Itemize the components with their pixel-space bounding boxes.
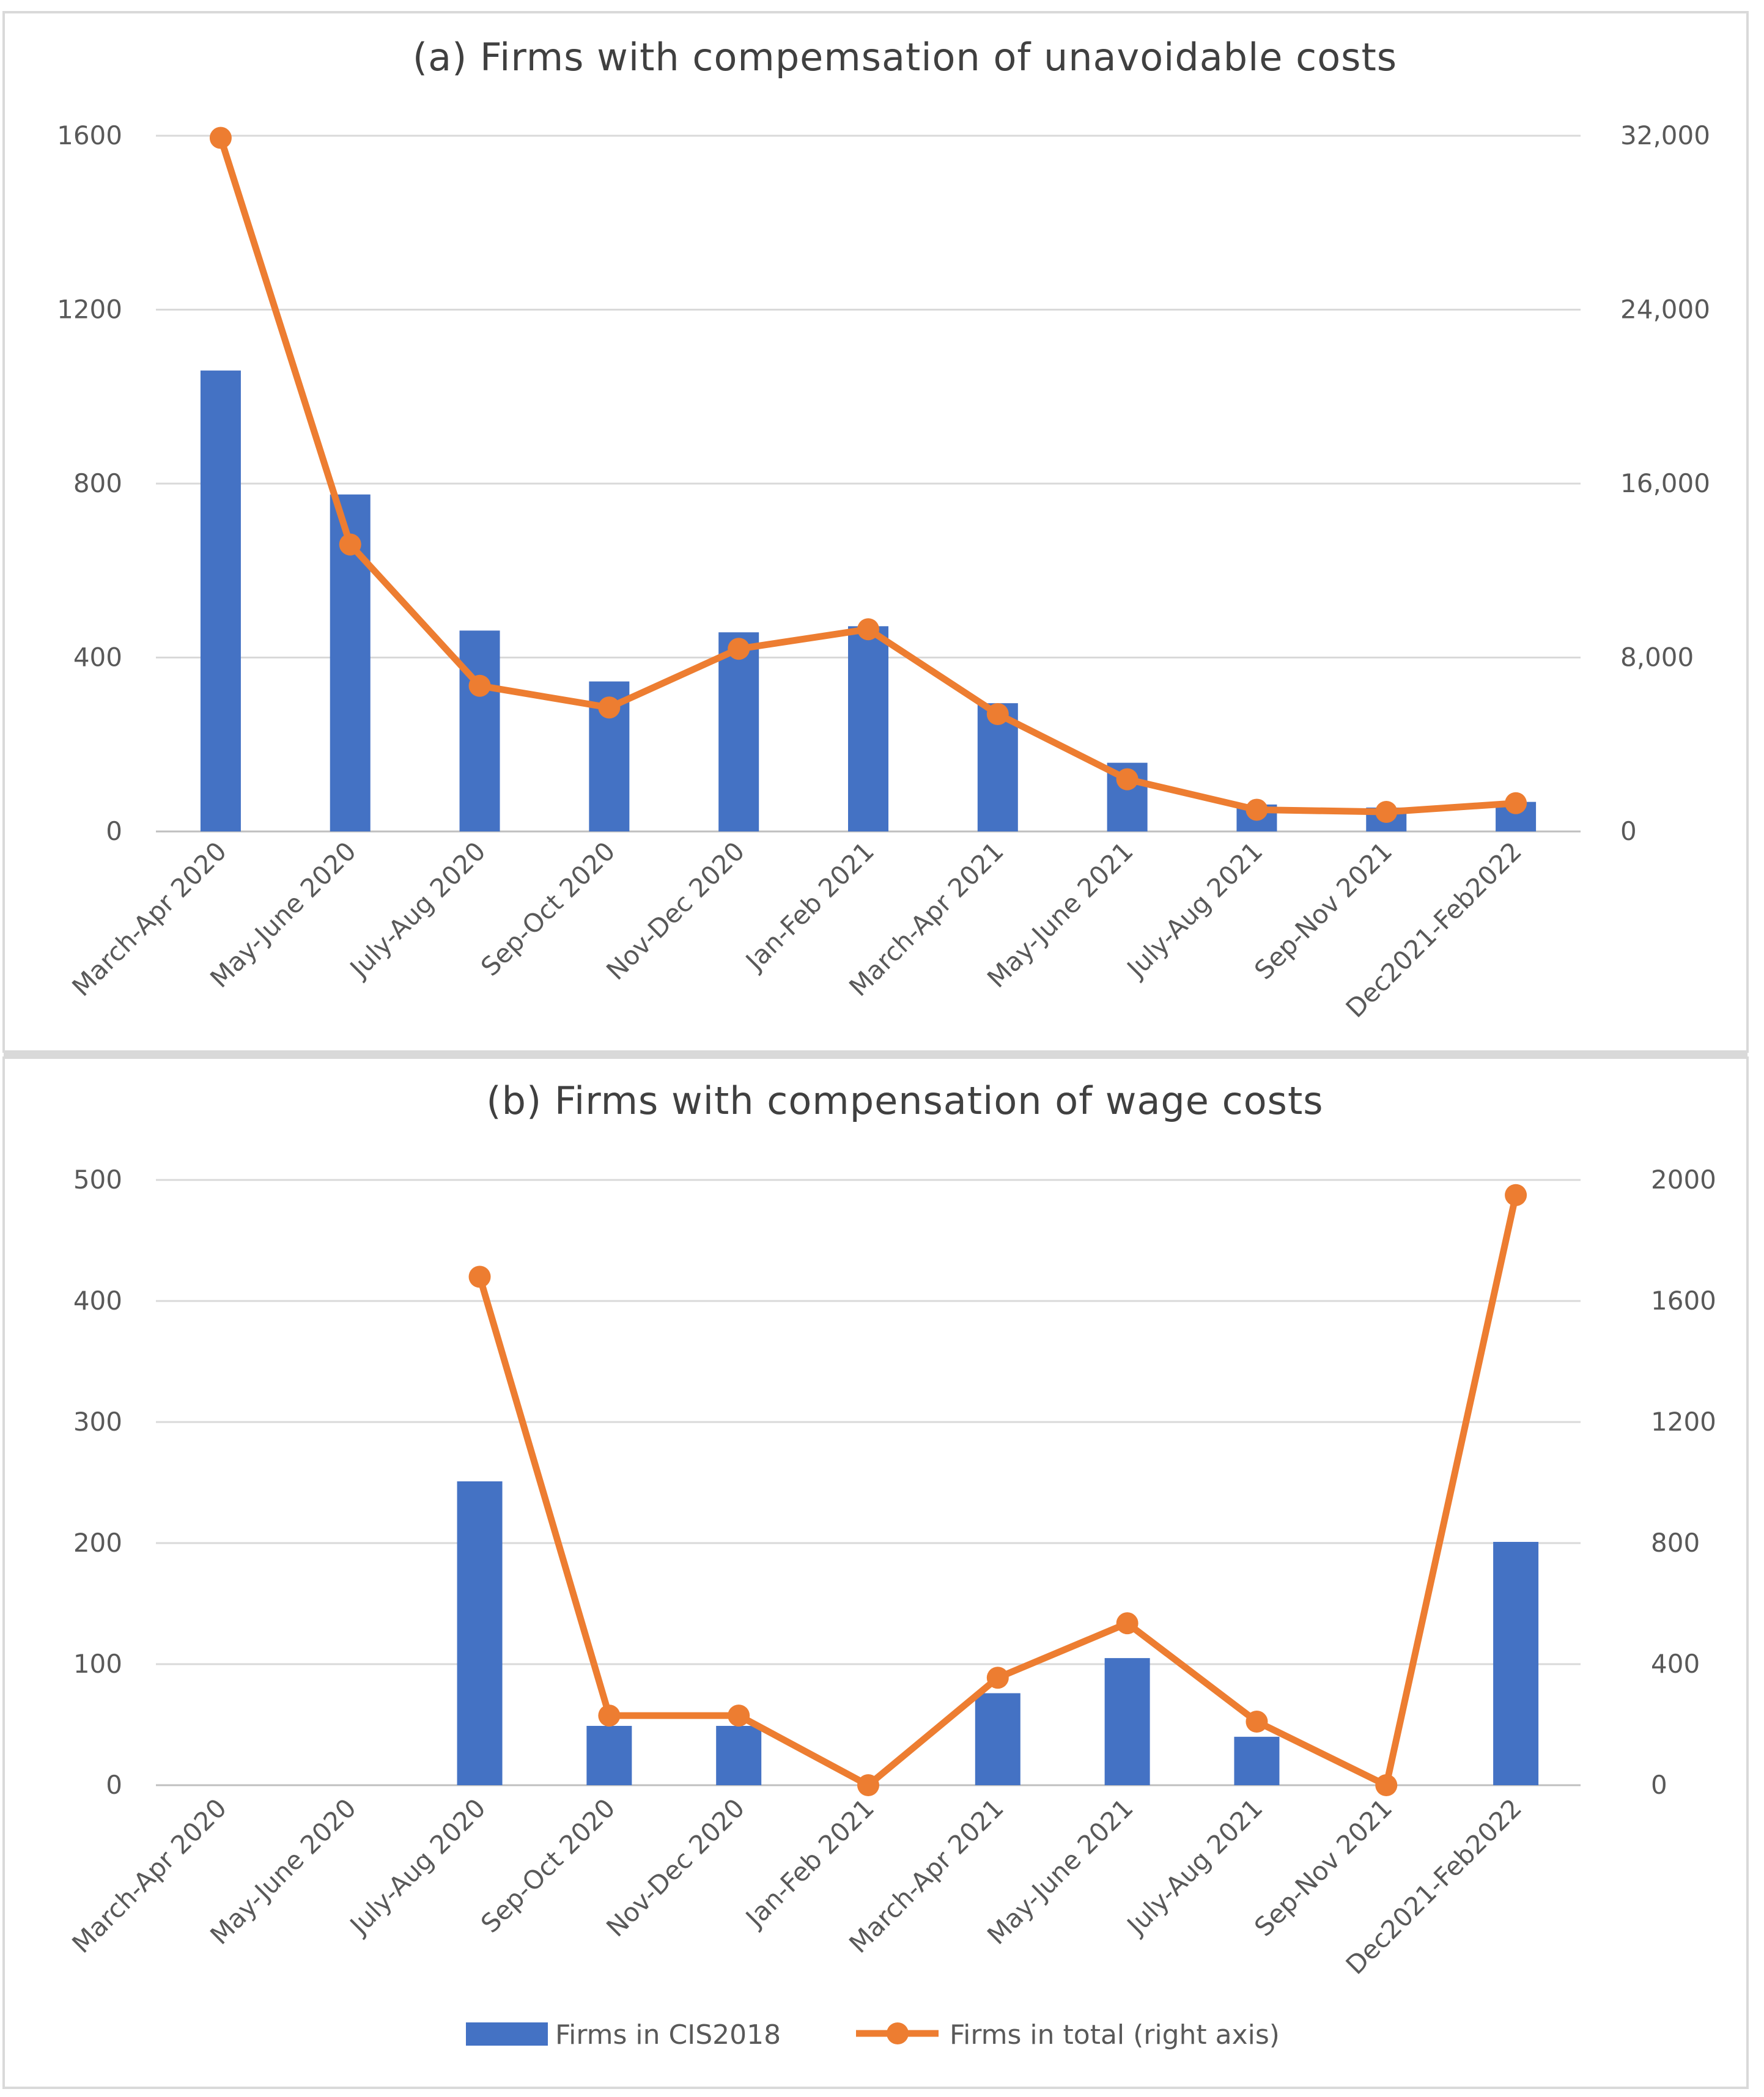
- bar-a: [848, 626, 888, 831]
- left-tick-label-b: 400: [73, 1286, 122, 1316]
- line-point-a: [1116, 768, 1138, 791]
- chart-legend: Firms in CIS2018 Firms in total (right ax…: [466, 2019, 1280, 2051]
- legend-line-marker: [887, 2022, 909, 2044]
- right-tick-label-b: 0: [1651, 1770, 1667, 1800]
- left-tick-label-a: 0: [106, 816, 122, 846]
- line-point-b: [986, 1667, 1009, 1689]
- line-point-b: [857, 1774, 879, 1796]
- line-point-a: [1246, 798, 1268, 821]
- line-point-b: [1116, 1612, 1138, 1635]
- left-tick-label-a: 400: [73, 643, 122, 673]
- legend-bar-swatch: [466, 2022, 548, 2046]
- chart-title-b: (b) Firms with compensation of wage cost…: [486, 1078, 1323, 1123]
- right-tick-label-a: 24,000: [1620, 295, 1710, 325]
- bar-b: [716, 1725, 762, 1785]
- line-point-a: [986, 702, 1009, 725]
- line-point-a: [857, 618, 879, 641]
- line-point-b: [1246, 1711, 1268, 1733]
- bar-b: [457, 1481, 503, 1785]
- line-point-a: [728, 638, 750, 660]
- right-tick-label-a: 8,000: [1620, 643, 1694, 673]
- legend-bar-label: Firms in CIS2018: [555, 2019, 781, 2051]
- right-tick-label-a: 32,000: [1620, 120, 1710, 150]
- bar-b: [586, 1725, 632, 1785]
- bar-a: [200, 370, 241, 831]
- bar-b: [1104, 1658, 1150, 1785]
- panel-a-frame: [2, 11, 1749, 1053]
- right-tick-label-b: 1600: [1651, 1286, 1716, 1316]
- bar-b: [1493, 1542, 1539, 1785]
- bar-b: [1234, 1736, 1280, 1785]
- line-point-a: [209, 127, 232, 149]
- line-point-a: [339, 533, 361, 556]
- right-tick-label-a: 0: [1620, 816, 1637, 846]
- chart-title-a: (a) Firms with compemsation of unavoidab…: [413, 35, 1397, 79]
- left-tick-label-b: 200: [73, 1528, 122, 1558]
- left-tick-label-b: 300: [73, 1407, 122, 1437]
- right-tick-label-b: 1200: [1651, 1407, 1716, 1437]
- line-point-b: [468, 1266, 491, 1288]
- bar-b: [975, 1693, 1020, 1785]
- right-tick-label-b: 2000: [1651, 1165, 1716, 1195]
- right-tick-label-b: 400: [1651, 1649, 1700, 1679]
- line-point-a: [598, 696, 621, 719]
- left-tick-label-b: 100: [73, 1649, 122, 1679]
- left-tick-label-b: 500: [73, 1165, 122, 1195]
- line-point-a: [468, 674, 491, 697]
- left-tick-label-a: 1200: [57, 295, 122, 325]
- line-point-b: [1505, 1184, 1527, 1206]
- line-point-b: [1375, 1774, 1398, 1796]
- line-point-b: [598, 1705, 621, 1727]
- right-tick-label-a: 16,000: [1620, 468, 1710, 498]
- panel-b-frame: [2, 1056, 1749, 2089]
- left-tick-label-a: 800: [73, 468, 122, 498]
- bar-a: [459, 630, 500, 831]
- left-tick-label-a: 1600: [57, 120, 122, 150]
- line-point-a: [1505, 792, 1527, 814]
- panel-divider: [4, 1052, 1747, 1058]
- right-tick-label-b: 800: [1651, 1528, 1700, 1558]
- line-point-b: [728, 1705, 750, 1727]
- left-tick-label-b: 0: [106, 1770, 122, 1800]
- line-point-a: [1375, 800, 1398, 823]
- bar-a: [718, 632, 759, 831]
- legend-line-label: Firms in total (right axis): [950, 2019, 1280, 2051]
